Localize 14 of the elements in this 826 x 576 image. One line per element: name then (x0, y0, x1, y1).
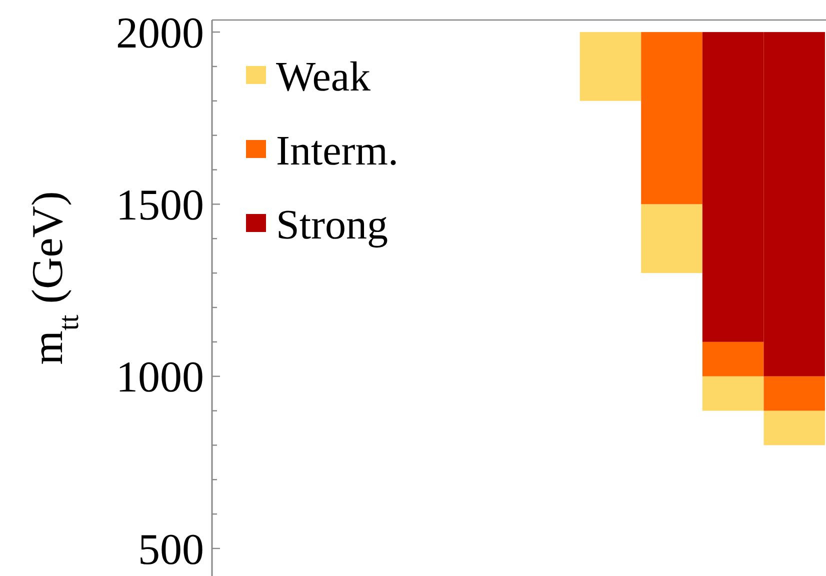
legend-label: Strong (276, 202, 388, 249)
bar (641, 204, 702, 274)
bar (702, 342, 764, 376)
y-tick-label: 1500 (116, 180, 204, 230)
bar (580, 32, 642, 101)
bar (764, 376, 825, 411)
legend-label: Weak (276, 54, 371, 101)
bar (764, 410, 825, 446)
y-tick-label: 500 (138, 524, 204, 574)
bar (641, 32, 702, 204)
y-tick-label: 2000 (116, 8, 204, 58)
legend-label: Interm. (276, 128, 398, 175)
bar (702, 376, 764, 411)
y-tick-label: 1000 (116, 352, 204, 402)
